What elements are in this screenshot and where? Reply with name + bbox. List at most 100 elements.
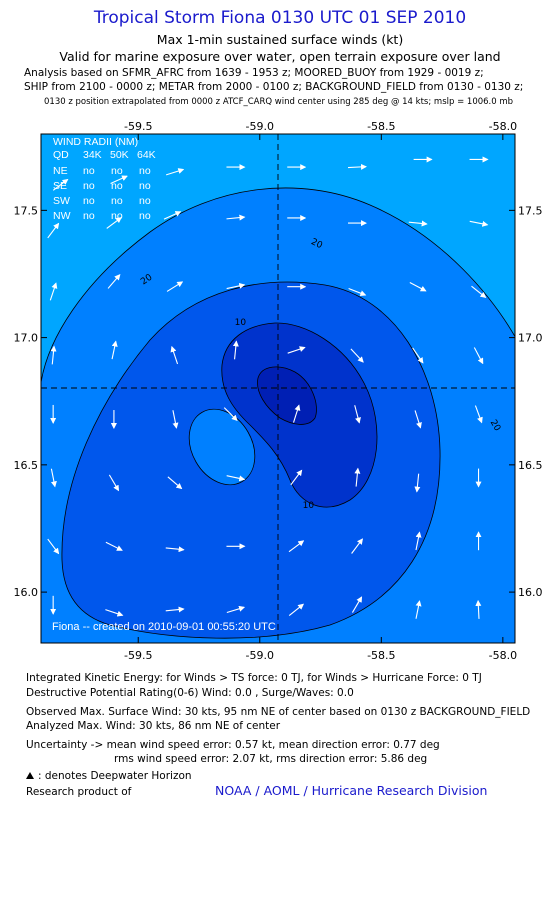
ike-line: Integrated Kinetic Energy: for Winds > T… <box>26 672 482 684</box>
y-tick-label-left: 17.5 <box>14 204 39 217</box>
wind-radii-nw-34k: no <box>83 210 95 222</box>
wind-radii-se-50k: no <box>111 180 123 192</box>
contour-lines <box>41 134 515 639</box>
wind-radii-se-34k: no <box>83 180 95 192</box>
wind-vector-arrow <box>408 220 428 227</box>
contour-label: 10 <box>303 501 315 511</box>
wind-radii-nw-64k: no <box>139 210 151 222</box>
wind-vector-arrow <box>111 340 118 360</box>
wind-vector-arrow <box>52 178 69 191</box>
wind-vector-arrow <box>292 404 301 423</box>
wind-vector-arrow <box>415 600 422 619</box>
uncertainty-line-1: Uncertainty -> mean wind speed error: 0.… <box>26 739 440 751</box>
validity-note: Valid for marine exposure over water, op… <box>59 49 501 64</box>
wind-vector-arrow <box>290 469 303 486</box>
chart-subtitle: Max 1-min sustained surface winds (kt) <box>156 32 404 47</box>
wind-vector-arrow <box>232 340 239 360</box>
wind-radii-col-50k: 50K <box>110 149 129 161</box>
analyzed-max-line: Analyzed Max. Wind: 30 kts, 86 nm NE of … <box>26 720 281 732</box>
wind-radii-se-label: SE <box>53 180 67 192</box>
wind-radii-ne-64k: no <box>139 165 151 177</box>
y-tick-label-right: 16.5 <box>518 459 543 472</box>
wind-radii-title: WIND RADII (NM) <box>53 136 138 148</box>
wind-vector-arrow <box>105 541 123 551</box>
wind-vector-arrow <box>350 348 364 363</box>
wind-vector-arrow <box>348 288 367 297</box>
y-tick-label-right: 17.0 <box>518 332 543 345</box>
y-tick-label-right: 17.5 <box>518 204 543 217</box>
wind-vector-arrow <box>105 609 124 617</box>
x-tick-label-top: -58.5 <box>367 120 395 133</box>
uncertainty-line-2: rms wind speed error: 2.07 kt, rms direc… <box>114 753 428 765</box>
wind-vector-arrow <box>226 475 246 482</box>
wind-vector-arrow <box>172 410 179 429</box>
wind-radii-col-qd: QD <box>53 149 69 161</box>
triangle-icon <box>26 772 34 779</box>
position-note: 0130 z position extrapolated from 0000 z… <box>44 97 514 107</box>
wind-vector-arrow <box>165 168 185 176</box>
dpr-line: Destructive Potential Rating(0-6) Wind: … <box>26 687 354 699</box>
wind-vector-arrow <box>414 410 422 429</box>
y-tick-label-left: 17.0 <box>14 332 39 345</box>
x-tick-label-bottom: -58.5 <box>367 649 395 662</box>
analysis-sources-line-1: Analysis based on SFMR_AFRC from 1639 - … <box>24 67 484 79</box>
wind-radii-se-64k: no <box>139 180 151 192</box>
wind-vector-arrow <box>108 474 119 492</box>
wind-vector-arrow <box>471 285 487 299</box>
wind-radii-nw-50k: no <box>111 210 123 222</box>
wind-vector-arrow <box>165 606 185 613</box>
wind-vector-arrow <box>347 163 367 170</box>
wind-vector-arrow <box>163 211 182 220</box>
y-tick-label-left: 16.5 <box>14 459 39 472</box>
wind-radii-sw-64k: no <box>139 195 151 207</box>
wind-radii-col-64k: 64K <box>137 149 156 161</box>
chart-title: Tropical Storm Fiona 0130 UTC 01 SEP 201… <box>93 8 467 28</box>
wind-vector-arrow <box>106 217 122 229</box>
wind-vector-arrow <box>223 407 238 422</box>
wind-vector-arrow <box>288 603 305 616</box>
wind-vector-arrow <box>107 274 121 289</box>
x-tick-label-bottom: -59.5 <box>124 649 152 662</box>
organization-link[interactable]: NOAA / AOML / Hurricane Research Divisio… <box>215 783 488 798</box>
wind-vector-arrow <box>288 540 305 553</box>
wind-vector-arrow <box>415 531 422 551</box>
y-tick-label-right: 16.0 <box>518 586 543 599</box>
wind-vector-arrow <box>166 281 184 292</box>
wind-vector-arrow <box>167 476 183 490</box>
x-tick-label-bottom: -59.0 <box>246 649 274 662</box>
wind-vector-arrow <box>110 175 128 184</box>
wind-radii-sw-34k: no <box>83 195 95 207</box>
wind-vector-arrow <box>165 546 185 553</box>
wind-radii-ne-label: NE <box>53 165 68 177</box>
x-tick-label-top: -59.0 <box>246 120 274 133</box>
wind-vector-arrow <box>47 222 60 239</box>
deepwater-note: : denotes Deepwater Horizon <box>38 770 192 782</box>
wind-vector-arrow <box>226 282 246 290</box>
wind-vector-arrow <box>50 468 57 488</box>
wind-vector-arrow <box>354 405 361 424</box>
y-tick-label-left: 16.0 <box>14 586 39 599</box>
wind-radii-ne-34k: no <box>83 165 95 177</box>
x-tick-label-top: -59.5 <box>124 120 152 133</box>
wind-band-low-pocket <box>189 409 255 485</box>
wind-vector-arrow <box>351 596 363 613</box>
observed-max-line: Observed Max. Surface Wind: 30 kts, 95 n… <box>26 706 531 718</box>
wind-vector-arrow <box>226 605 246 614</box>
wind-vector-arrow <box>50 345 57 365</box>
axis-ticks: -59.5 -59.5 -59.0 -59.0 -58.5 -58.5 -58.0 -58.0… <box>14 120 543 662</box>
wind-radii-table: WIND RADII (NM) QD 34K 50K 64K NE no no … <box>53 136 156 222</box>
wind-vector-arrow <box>170 345 179 365</box>
wind-vector-arrow <box>47 538 60 555</box>
research-label: Research product of <box>26 786 132 798</box>
x-tick-label-top: -58.0 <box>489 120 517 133</box>
wind-vector-arrow <box>474 405 483 424</box>
wind-vector-arrow <box>414 473 421 493</box>
x-tick-label-bottom: -58.0 <box>489 649 517 662</box>
wind-vector-arrow <box>412 347 424 364</box>
wind-radii-col-34k: 34K <box>83 149 102 161</box>
contour-label: 10 <box>235 318 247 328</box>
wind-vector-arrow <box>475 599 482 619</box>
wind-radii-sw-50k: no <box>111 195 123 207</box>
wind-vector-arrow <box>287 346 306 354</box>
